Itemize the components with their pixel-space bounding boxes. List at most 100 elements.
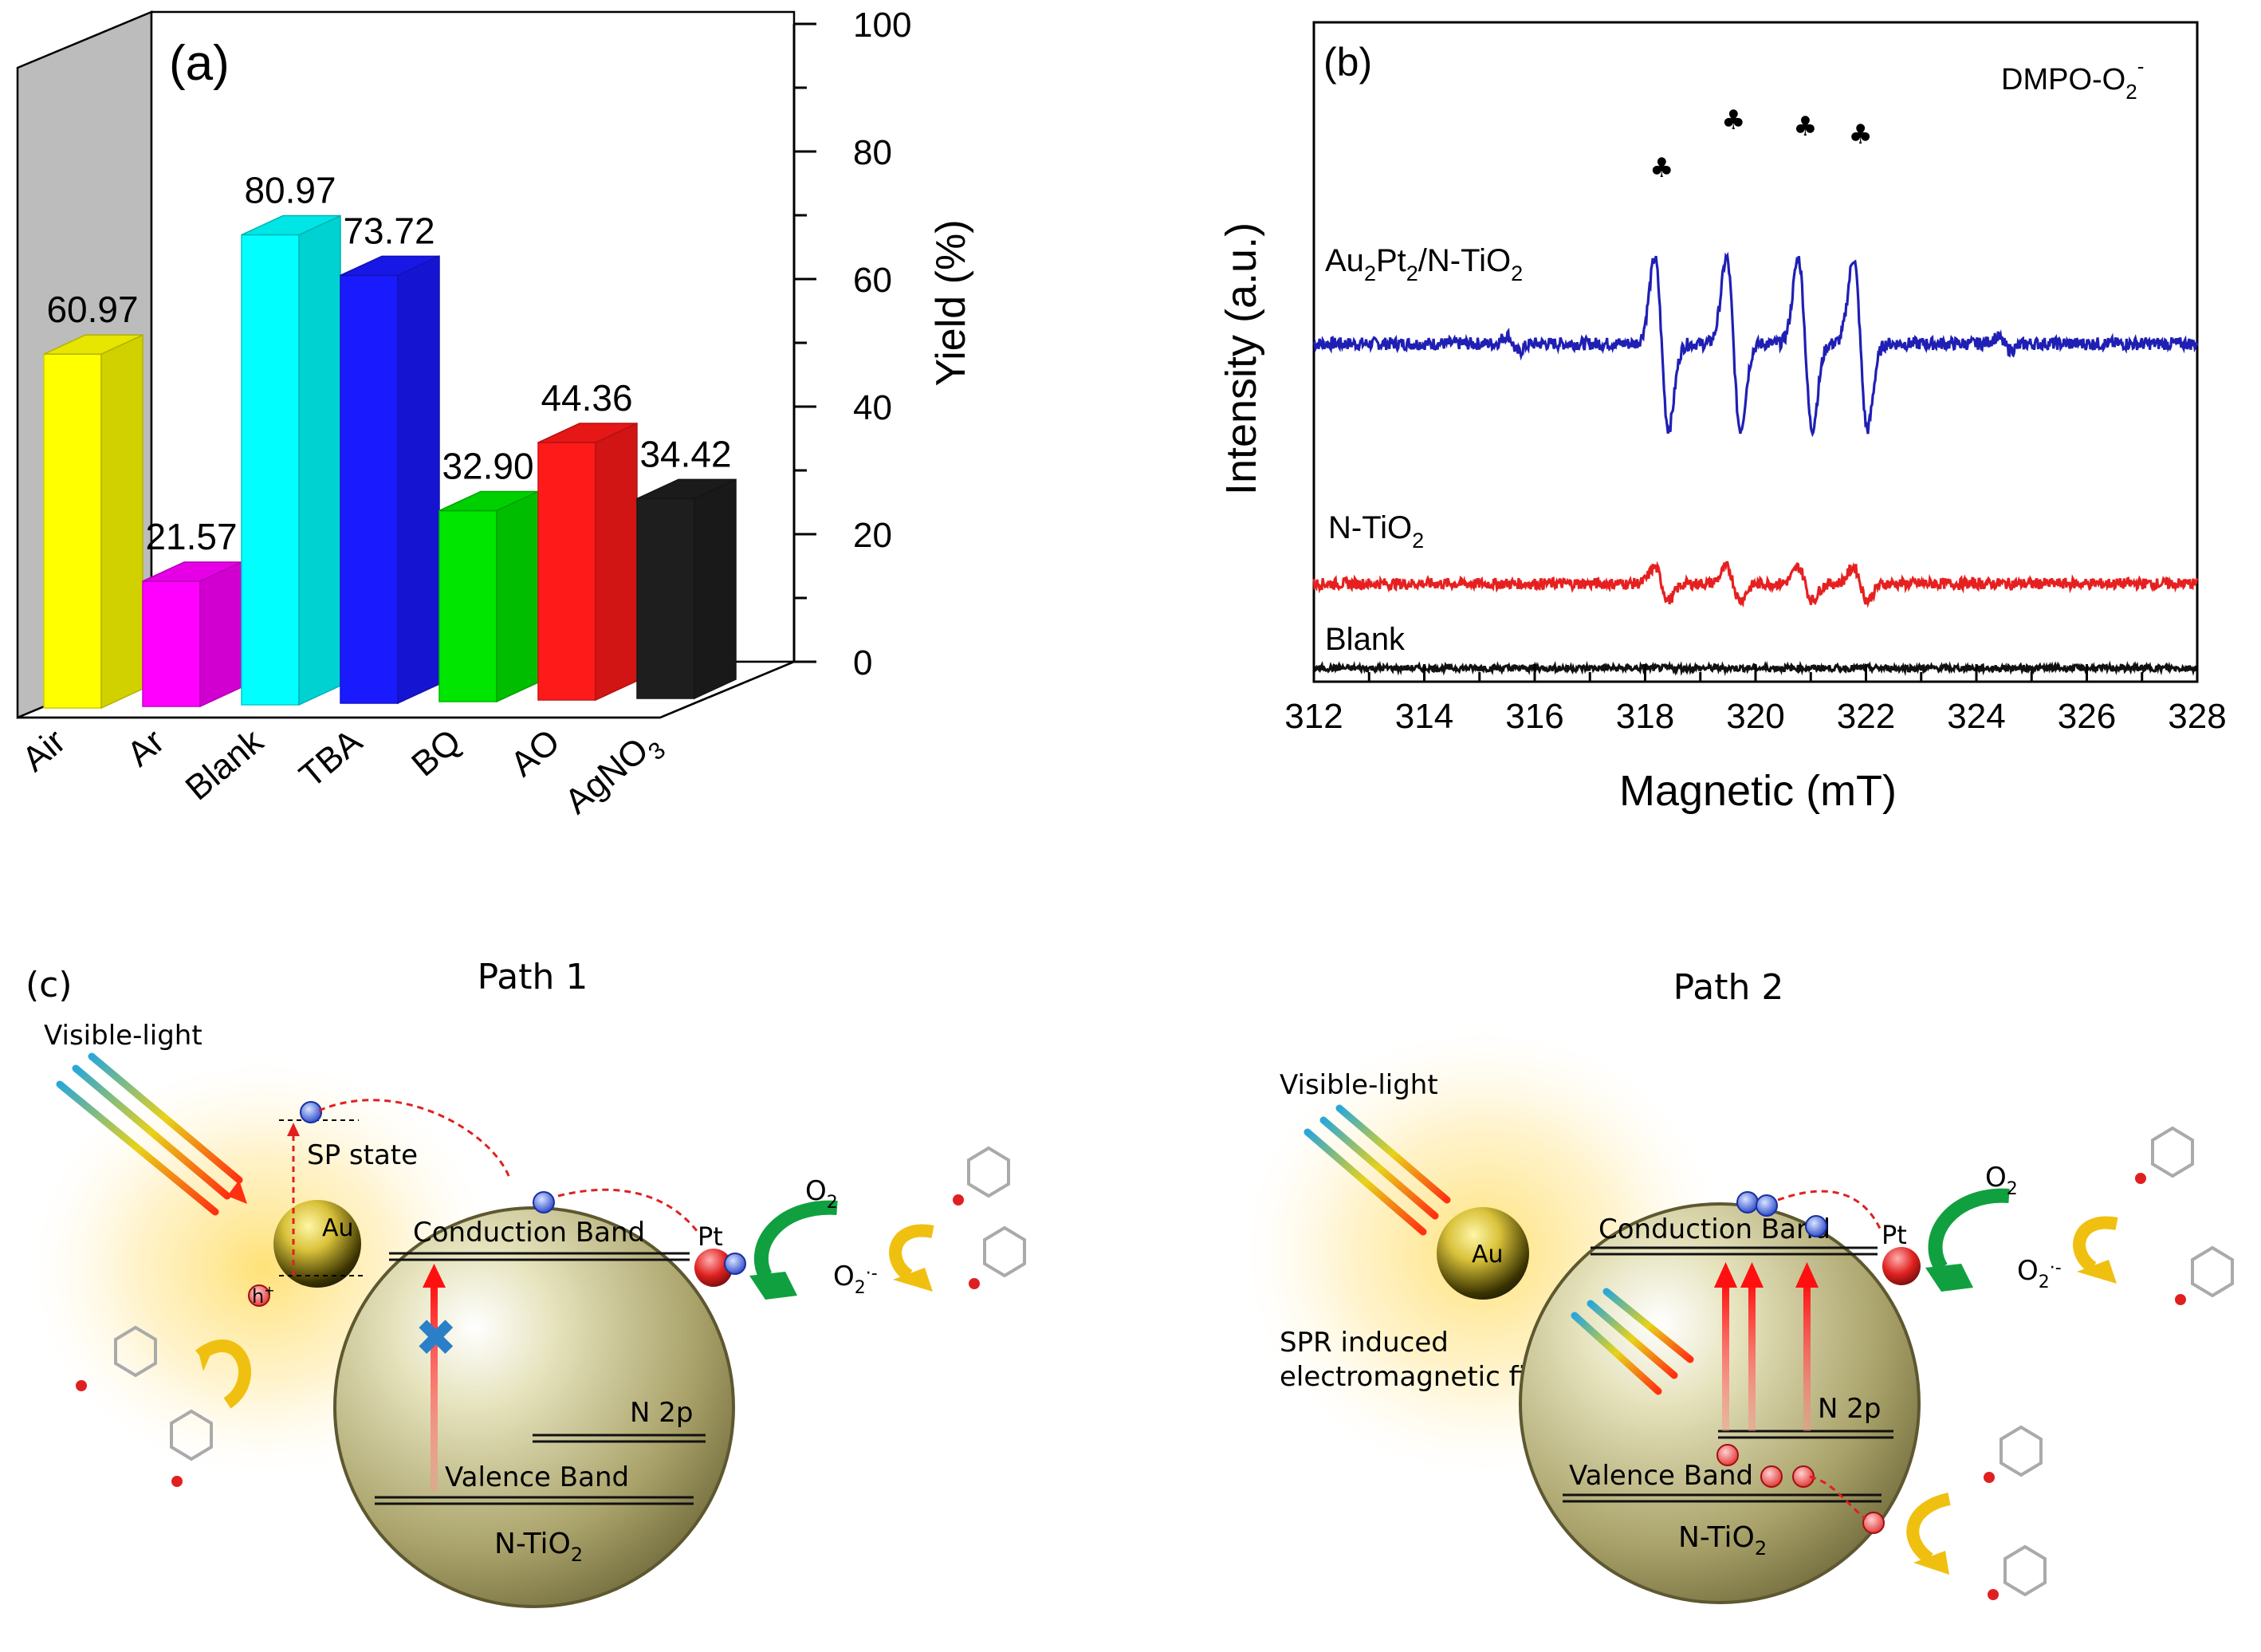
light-beam-icon: [1571, 1288, 1694, 1395]
y-axis-title: Yield (%): [928, 219, 974, 386]
bar-front: [43, 353, 102, 709]
data-label: 44.36: [541, 377, 632, 419]
pt-label: Pt: [1882, 1220, 1907, 1250]
bar-side: [496, 490, 539, 703]
oxidation-arrow: [889, 1224, 934, 1281]
x-tick-label: 328: [2168, 697, 2226, 736]
conduction-band-label: Conduction Band: [413, 1217, 645, 1249]
series-label-ntio2: N-TiO2: [1328, 510, 1424, 553]
path2-diagram: Path 2 Visible-light Au SPR induced elec…: [1244, 967, 2234, 1604]
bar-front: [340, 274, 399, 704]
x-tick-label: 312: [1284, 697, 1343, 736]
y-axis-title: Intensity (a.u.): [1217, 222, 1265, 495]
pt-nanoparticle: [694, 1249, 733, 1287]
data-label: 32.90: [442, 445, 533, 486]
dmpo-annotation: DMPO-O2-: [2001, 54, 2144, 104]
spectra-traces: [1312, 251, 2199, 677]
au-label: Au: [322, 1214, 354, 1242]
x-tick-label: 316: [1505, 697, 1563, 736]
superoxide-label: O2·-: [833, 1261, 878, 1298]
bar-front: [636, 498, 695, 699]
bar-top: [241, 214, 341, 236]
data-label: 80.97: [244, 170, 336, 211]
peak-markers: ♣ ♣ ♣ ♣: [1650, 104, 1873, 184]
band-lines: [375, 1252, 706, 1505]
y-tick-label: 60: [853, 261, 892, 300]
panel-b-label: (b): [1323, 40, 1372, 85]
y-axis: 0 20 40 60 80 100: [792, 6, 911, 682]
bar-AgNO3: [636, 478, 737, 700]
conduction-band-label: Conduction Band: [1598, 1213, 1830, 1245]
bar-side: [694, 478, 737, 700]
electron-icon: [724, 1253, 746, 1275]
peak-marker: ♣: [1848, 119, 1872, 151]
panel-a-bar-chart: 60.97 Air 21.57 Ar 80.97 Blank 73.72 TBA 32.90 BQ…: [15, 6, 974, 827]
data-label: 34.42: [639, 433, 731, 474]
y-tick-label: 40: [853, 388, 892, 427]
x-tick-label: BQ: [404, 722, 468, 784]
peak-marker: ♣: [1721, 104, 1745, 136]
hole-label: h+: [252, 1283, 275, 1308]
bar-front: [537, 442, 596, 701]
peak-marker: ♣: [1650, 152, 1673, 184]
x-tick-label: 320: [1726, 697, 1784, 736]
panel-c-schematic: (c) Path 1 Visible-light Conduction Band…: [26, 957, 2234, 1608]
series-label-blank: Blank: [1325, 622, 1406, 657]
bar-BQ: [438, 490, 539, 703]
data-label: 21.57: [145, 516, 237, 557]
path1-diagram: Path 1 Visible-light Conduction Band N 2…: [32, 957, 1026, 1608]
x-tick-label: 322: [1837, 697, 1895, 736]
au-label: Au: [1472, 1241, 1504, 1268]
x-tick-label: TBA: [292, 722, 370, 796]
spr-label-line1: SPR induced: [1280, 1327, 1449, 1359]
electron-icons: [1736, 1191, 1827, 1237]
x-tick-label: Ar: [120, 722, 171, 774]
panel-b-line-chart: (b) DMPO-O2- ♣ ♣ ♣ ♣ 312 314 316 318 320 322 324 3…: [1217, 21, 2227, 815]
series-line-1: [1312, 560, 2199, 608]
x-tick-label: 318: [1616, 697, 1674, 736]
bar-front: [438, 509, 497, 702]
x-axis-title: Magnetic (mT): [1619, 767, 1897, 815]
oxidation-arrow: [2073, 1216, 2118, 1273]
x-tick-label: AgNO3: [557, 722, 670, 827]
bar-Ar: [142, 560, 242, 708]
bar-top: [340, 255, 440, 277]
data-label: 73.72: [343, 210, 435, 251]
series-line-0: [1312, 251, 2199, 438]
o2-label: O2: [805, 1175, 838, 1213]
electron-icon: [300, 1101, 322, 1123]
x-tick-label: Air: [15, 722, 73, 779]
light-beam-icon: [56, 1052, 243, 1216]
electron-icon: [533, 1191, 555, 1213]
light-beam-icon: [1304, 1104, 1451, 1236]
blocked-cross-icon: ✖: [415, 1309, 458, 1368]
peak-marker: ♣: [1793, 111, 1817, 143]
au-nanoparticle: [273, 1200, 361, 1288]
n2p-label: N 2p: [1818, 1393, 1881, 1425]
y-tick-label: 20: [853, 516, 892, 555]
bar-side: [100, 333, 144, 710]
sphere-label: N-TiO2: [1678, 1521, 1767, 1560]
x-tick-label: 324: [1947, 697, 2005, 736]
y-tick-label: 0: [853, 643, 872, 682]
valence-band-label: Valence Band: [1569, 1460, 1753, 1492]
bar-top: [636, 478, 737, 500]
molecule-icon: [114, 1146, 1026, 1461]
hole-icons: [1716, 1444, 1885, 1534]
bar-side: [298, 214, 341, 706]
o2-reduction-arrow: [1928, 1188, 2010, 1272]
oxygen-atom-icon: [1984, 1173, 2186, 1600]
sphere-label: N-TiO2: [494, 1528, 583, 1566]
x-axis: 312 314 316 318 320 322 324 326 328: [1284, 664, 2227, 736]
o2-reduction-arrow: [754, 1200, 838, 1280]
bar-side: [199, 560, 242, 708]
x-tick-label: AO: [503, 722, 567, 784]
y-tick-label: 100: [853, 6, 911, 45]
bar-top: [537, 423, 638, 443]
pt-nanoparticle: [1882, 1247, 1921, 1285]
data-label: 60.97: [46, 289, 138, 330]
x-tick-label: 314: [1395, 697, 1453, 736]
visible-light-label: Visible-light: [1280, 1069, 1438, 1101]
bar-side: [595, 422, 638, 702]
